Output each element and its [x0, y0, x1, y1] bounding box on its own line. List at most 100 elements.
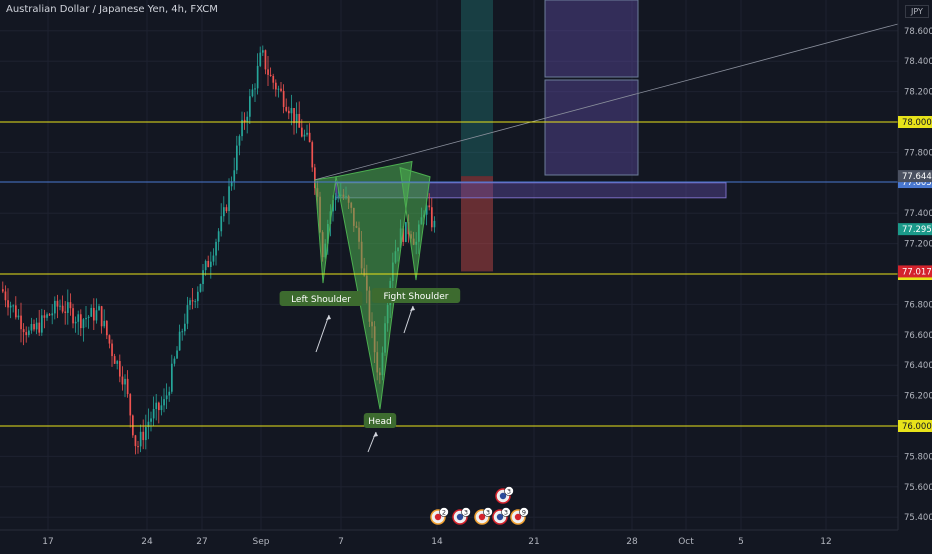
- right-shoulder-shape: [399, 166, 431, 281]
- candle-body: [236, 145, 238, 171]
- candle-body: [199, 284, 202, 292]
- annotation-callout[interactable]: Head: [363, 413, 397, 453]
- candle-body: [337, 195, 340, 197]
- candle-down: [285, 98, 288, 113]
- candle-body: [267, 69, 269, 75]
- annotation-callout[interactable]: Fight Shoulder: [371, 288, 461, 334]
- economic-event-badge[interactable]: 3: [495, 486, 514, 504]
- candle-up: [306, 124, 308, 137]
- price-tag-label: 77.295: [902, 225, 932, 235]
- level-price-label: 77.605: [902, 178, 932, 188]
- candle-body: [186, 305, 189, 324]
- candle-down: [43, 309, 46, 329]
- candle-body: [262, 50, 264, 53]
- candle-down: [264, 49, 267, 75]
- annotation-text: Fight Shoulder: [384, 292, 449, 302]
- candle-body: [210, 261, 212, 268]
- price-tick-label: 77.200: [904, 240, 932, 250]
- candle-down: [38, 309, 41, 336]
- candle-body: [433, 220, 436, 228]
- candle-body: [428, 205, 431, 208]
- price-tag: [898, 223, 932, 236]
- economic-event-badge[interactable]: 3: [452, 507, 471, 525]
- candle-body: [254, 88, 256, 90]
- candle-body: [158, 402, 160, 411]
- candle-down: [288, 106, 290, 120]
- candle-body: [181, 331, 184, 333]
- candle-up: [54, 296, 56, 320]
- candle-body: [173, 358, 176, 364]
- event-count-label: 3: [504, 509, 508, 517]
- candle-body: [431, 207, 433, 228]
- candle-body: [277, 88, 280, 90]
- candle-down: [108, 334, 111, 349]
- candle-down: [100, 305, 103, 334]
- time-tick-label: 27: [196, 537, 207, 547]
- candle-up: [405, 221, 407, 243]
- candle-body: [17, 315, 20, 318]
- candle-body: [98, 306, 100, 311]
- price-tag: [898, 265, 932, 278]
- candle-body: [280, 88, 282, 91]
- candle-body: [303, 134, 306, 137]
- candle-body: [189, 300, 191, 306]
- price-tick-label: 78.400: [904, 57, 932, 67]
- candle-body: [246, 116, 249, 123]
- candle-up: [59, 299, 61, 311]
- economic-event-badge[interactable]: 2: [430, 507, 449, 525]
- candle-body: [129, 394, 132, 416]
- candle-down: [121, 366, 124, 391]
- event-count-bubble: [483, 507, 493, 517]
- candle-body: [233, 170, 236, 182]
- candle-body: [220, 216, 223, 232]
- economic-event-badge[interactable]: 3: [492, 507, 511, 525]
- annotation-callout[interactable]: Left Shoulder: [279, 291, 363, 353]
- candle-body: [132, 415, 134, 436]
- candle-down: [308, 123, 311, 143]
- economic-event-badge[interactable]: 3: [474, 507, 493, 525]
- candle-down: [126, 370, 129, 398]
- candle-up: [30, 317, 33, 334]
- candle-up: [35, 317, 38, 335]
- candle-body: [272, 75, 275, 83]
- candle-up: [230, 176, 233, 191]
- head-shape: [335, 160, 413, 410]
- candle-body: [269, 74, 272, 76]
- candle-body: [223, 207, 225, 217]
- candle-down: [280, 81, 282, 93]
- candle-body: [314, 167, 316, 189]
- candle-body: [90, 307, 93, 317]
- time-tick-label: 21: [528, 537, 539, 547]
- candle-down: [64, 301, 67, 325]
- candle-body: [22, 329, 25, 333]
- candle-up: [202, 263, 204, 292]
- candle-up: [290, 94, 293, 126]
- candle-body: [176, 350, 178, 359]
- candle-body: [30, 324, 33, 331]
- price-tick-label: 77.400: [904, 209, 932, 219]
- candle-body: [405, 222, 407, 242]
- candle-up: [254, 83, 256, 103]
- event-count-label: 2: [442, 509, 446, 517]
- candle-body: [238, 136, 241, 146]
- event-count-bubble: [461, 507, 471, 517]
- candle-down: [111, 339, 113, 367]
- candle-body: [95, 310, 98, 321]
- candle-body: [72, 308, 74, 324]
- candle-down: [4, 285, 7, 308]
- candle-body: [147, 421, 150, 428]
- candle-up: [41, 308, 43, 336]
- candle-body: [64, 311, 67, 313]
- candle-up: [160, 396, 163, 416]
- time-axis: 17 24 27 Sep 7 14 21 28 Oct 5 12: [42, 537, 831, 547]
- candle-down: [428, 193, 431, 211]
- candle-down: [113, 353, 116, 364]
- candle-up: [74, 316, 77, 333]
- candle-up: [173, 356, 176, 367]
- candle-body: [139, 431, 142, 447]
- candle-up: [178, 324, 181, 351]
- candle-up: [220, 203, 223, 237]
- economic-event-badge[interactable]: 9: [510, 507, 529, 525]
- candle-body: [103, 320, 106, 327]
